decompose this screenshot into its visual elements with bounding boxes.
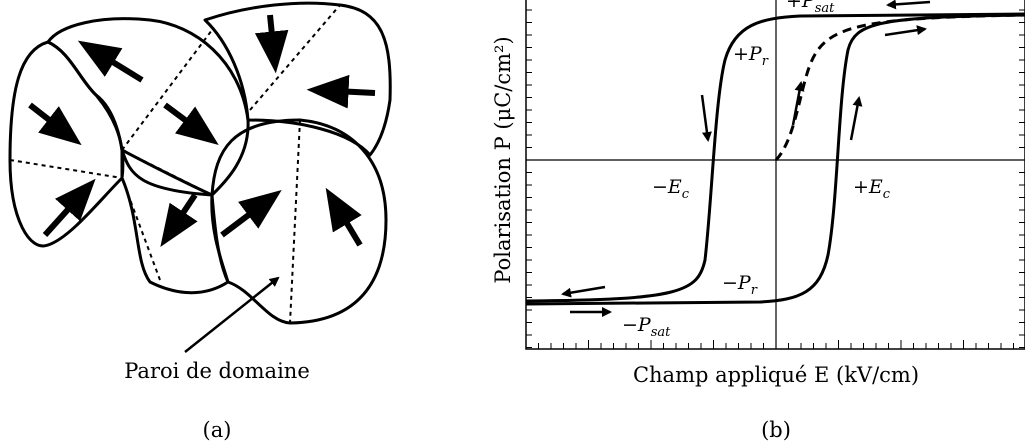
hysteresis-plot	[526, 0, 1025, 349]
annotation-sub: r	[751, 283, 758, 298]
annotation: +Ec	[853, 176, 891, 202]
wall-label: Paroi de domaine	[124, 359, 310, 383]
arrow	[315, 90, 375, 93]
annotation-sub: sat	[815, 1, 835, 16]
arrow	[45, 185, 90, 235]
annotation-sub: c	[682, 187, 690, 202]
arrow	[885, 29, 925, 35]
arrow	[851, 98, 859, 140]
wall-pointer	[185, 278, 278, 352]
annotation-sub: sat	[651, 325, 671, 340]
annotation: −Pr	[722, 272, 758, 298]
domains	[10, 3, 390, 352]
annotation-main: −E	[652, 176, 682, 198]
domain-wall	[10, 5, 340, 323]
annotation-sub: c	[883, 187, 891, 202]
arrow	[270, 15, 275, 65]
arrow	[30, 105, 75, 140]
domain	[205, 3, 390, 155]
arrow	[563, 287, 605, 294]
annotation-sub: r	[762, 54, 769, 69]
figure: Paroi de domaine (a) Champ appliqué E (k…	[0, 0, 1025, 446]
y-axis-label: Polarisation P (μC/cm²)	[491, 36, 515, 283]
annotation-main: −P	[722, 272, 752, 294]
arrow	[222, 195, 275, 235]
arrow	[165, 195, 195, 240]
caption: (b)	[761, 418, 791, 442]
caption: (a)	[203, 418, 232, 442]
annotation-main: +P	[733, 43, 763, 65]
annotation-main: +E	[853, 176, 883, 198]
annotation-main: +P	[786, 0, 816, 12]
initial-curve	[776, 15, 1025, 160]
arrow	[702, 95, 708, 140]
annotation: +Psat	[786, 0, 835, 16]
x-axis-label: Champ appliqué E (kV/cm)	[633, 363, 919, 387]
arrow	[165, 105, 212, 140]
annotation: −Psat	[622, 314, 671, 340]
arrow	[330, 195, 360, 245]
annotation: +Pr	[733, 43, 769, 69]
arrow	[85, 45, 142, 80]
arrow	[888, 2, 930, 5]
annotations: +Psat+Pr−Ec+Ec−Pr−Psat	[622, 0, 891, 340]
annotation-main: −P	[622, 314, 652, 336]
annotation: −Ec	[652, 176, 690, 202]
domain	[48, 19, 248, 195]
